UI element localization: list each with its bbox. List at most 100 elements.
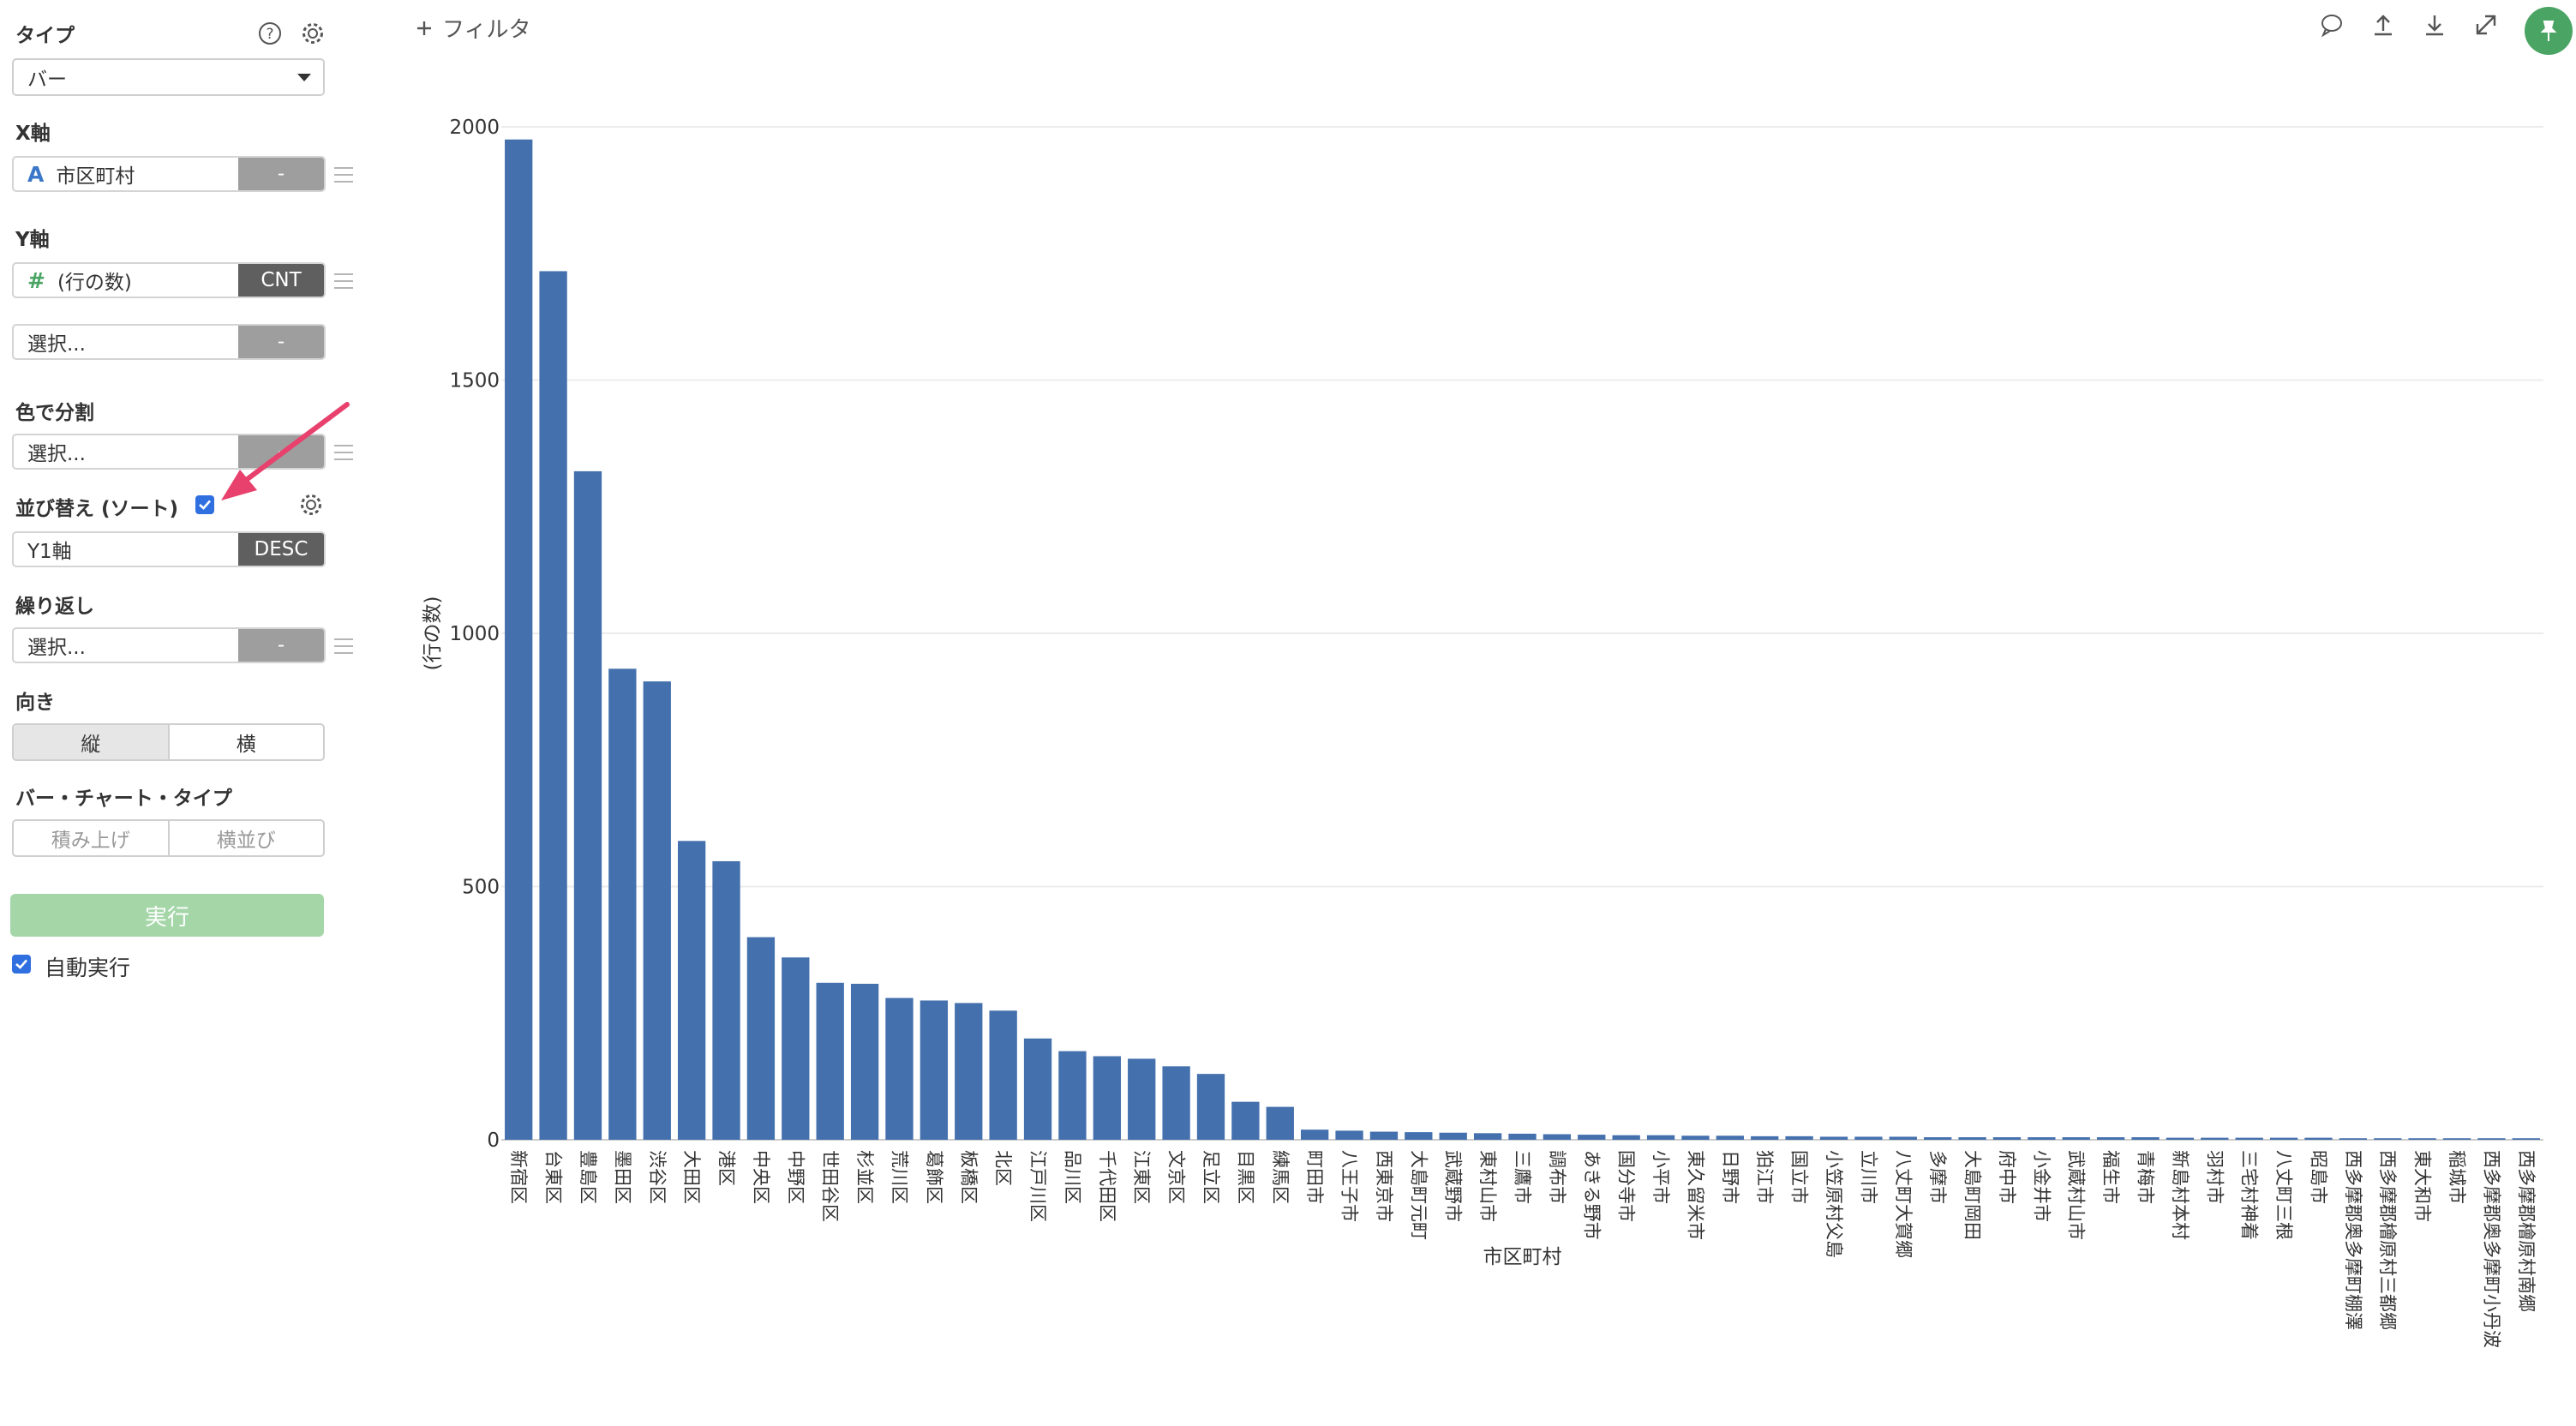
y-axis-2-aggregation[interactable]: - <box>238 326 324 358</box>
bar[interactable] <box>1093 1056 1121 1140</box>
bar[interactable] <box>850 983 879 1140</box>
drag-handle-icon[interactable] <box>334 273 353 294</box>
bar[interactable] <box>2201 1137 2229 1140</box>
bar[interactable] <box>1889 1136 1917 1140</box>
y-axis-field-2[interactable]: 選択... - <box>12 324 326 360</box>
pin-icon[interactable] <box>2525 7 2573 55</box>
comment-icon[interactable] <box>2319 12 2345 41</box>
bar[interactable] <box>1543 1134 1572 1140</box>
bar[interactable] <box>539 271 567 1140</box>
upload-icon[interactable] <box>2370 12 2396 41</box>
expand-icon[interactable] <box>2473 12 2499 41</box>
bar[interactable] <box>1785 1135 1813 1140</box>
bar[interactable] <box>1439 1132 1467 1140</box>
color-split-field[interactable]: 選択... - <box>12 434 326 470</box>
bar[interactable] <box>1335 1130 1363 1140</box>
bar[interactable] <box>1681 1135 1710 1140</box>
bar[interactable] <box>2166 1137 2195 1140</box>
sort-checkbox[interactable] <box>195 495 214 514</box>
bar[interactable] <box>1473 1133 1502 1140</box>
bar[interactable] <box>712 860 740 1140</box>
bar[interactable] <box>920 1000 949 1140</box>
bar[interactable] <box>608 668 637 1140</box>
sort-field-label: Y1軸 <box>27 541 72 563</box>
drag-handle-icon[interactable] <box>334 638 353 659</box>
bar[interactable] <box>2062 1137 2090 1140</box>
sort-field[interactable]: Y1軸 DESC <box>12 531 326 567</box>
bar-type-stacked[interactable]: 積み上げ <box>51 830 130 852</box>
bar[interactable] <box>2408 1138 2436 1140</box>
bar[interactable] <box>677 841 706 1140</box>
bar[interactable] <box>2096 1137 2125 1140</box>
bar[interactable] <box>1958 1137 1986 1140</box>
bar[interactable] <box>1578 1135 1606 1140</box>
gear-icon[interactable] <box>300 21 326 46</box>
bar[interactable] <box>505 139 533 1140</box>
chart-type-select[interactable]: バー <box>12 58 325 96</box>
orientation-horizontal[interactable]: 横 <box>167 725 324 759</box>
bar[interactable] <box>1612 1135 1640 1140</box>
x-tick-label: 中野区 <box>785 1150 806 1204</box>
auto-run-checkbox[interactable] <box>12 955 31 974</box>
bar[interactable] <box>1266 1106 1294 1140</box>
type-section-title: タイプ <box>15 25 75 47</box>
sort-direction[interactable]: DESC <box>238 533 324 566</box>
y-tick-label: 1000 <box>449 623 500 645</box>
help-icon[interactable]: ? <box>257 21 283 46</box>
bar[interactable] <box>989 1010 1017 1140</box>
bar[interactable] <box>1405 1132 1433 1140</box>
bar[interactable] <box>816 982 844 1140</box>
bar[interactable] <box>782 957 810 1140</box>
bar[interactable] <box>1508 1133 1537 1140</box>
drag-handle-icon[interactable] <box>334 445 353 465</box>
bar[interactable] <box>2028 1137 2056 1140</box>
add-filter-button[interactable]: フィルタ <box>415 12 530 44</box>
bar[interactable] <box>1751 1135 1779 1140</box>
bar[interactable] <box>1058 1051 1087 1140</box>
bar[interactable] <box>1716 1135 1744 1140</box>
bar[interactable] <box>1196 1074 1225 1140</box>
bar[interactable] <box>1162 1066 1190 1140</box>
repeat-aggregation[interactable]: - <box>238 629 324 662</box>
bar[interactable] <box>1231 1101 1260 1140</box>
bar[interactable] <box>2304 1137 2333 1140</box>
bar[interactable] <box>2512 1138 2540 1140</box>
download-icon[interactable] <box>2422 12 2447 41</box>
bar[interactable] <box>1128 1058 1156 1140</box>
bar[interactable] <box>1369 1131 1399 1140</box>
drag-handle-icon[interactable] <box>334 167 353 188</box>
orientation-title: 向き <box>15 692 55 714</box>
bar[interactable] <box>2374 1138 2402 1140</box>
x-tick-label: 西多摩郡奥多摩町小丹波 <box>2481 1150 2501 1348</box>
bar[interactable] <box>746 937 776 1140</box>
x-tick-label: 杉並区 <box>854 1150 875 1204</box>
bar[interactable] <box>2269 1137 2298 1140</box>
orientation-vertical[interactable]: 縦 <box>14 725 168 759</box>
bar-type-grouped[interactable]: 横並び <box>167 821 324 855</box>
y-axis-field[interactable]: # (行の数) CNT <box>12 262 326 298</box>
bar[interactable] <box>573 470 602 1140</box>
bar[interactable] <box>1646 1135 1675 1140</box>
x-axis-aggregation[interactable]: - <box>238 158 324 190</box>
bar[interactable] <box>2477 1138 2506 1140</box>
x-tick-label: 東久留米市 <box>1685 1150 1705 1240</box>
y-axis-aggregation[interactable]: CNT <box>238 264 324 297</box>
bar[interactable] <box>2131 1137 2160 1140</box>
x-tick-label: 狛江市 <box>1754 1150 1775 1204</box>
bar[interactable] <box>2235 1137 2263 1140</box>
bar[interactable] <box>1854 1136 1883 1140</box>
bar[interactable] <box>2339 1138 2368 1140</box>
bar[interactable] <box>1301 1129 1329 1140</box>
sort-gear-icon[interactable] <box>298 492 324 518</box>
repeat-field[interactable]: 選択... - <box>12 627 326 663</box>
bar[interactable] <box>1819 1136 1848 1140</box>
bar[interactable] <box>955 1003 983 1140</box>
x-axis-field[interactable]: A 市区町村 - <box>12 156 326 192</box>
bar[interactable] <box>2442 1138 2471 1140</box>
bar[interactable] <box>885 998 914 1140</box>
bar[interactable] <box>1992 1137 2022 1140</box>
bar[interactable] <box>1023 1038 1052 1140</box>
bar[interactable] <box>643 681 671 1140</box>
bar[interactable] <box>1924 1137 1952 1140</box>
run-button[interactable]: 実行 <box>10 894 324 937</box>
